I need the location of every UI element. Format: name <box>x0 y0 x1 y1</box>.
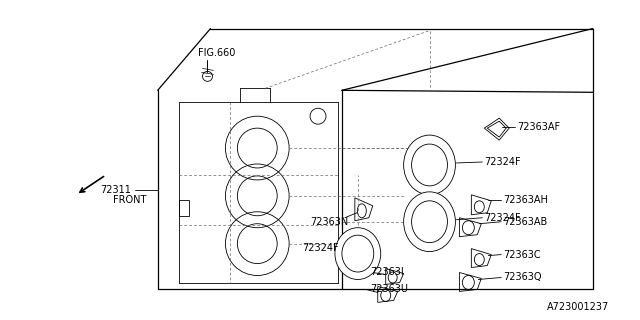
Text: 72324F: 72324F <box>484 213 521 223</box>
Ellipse shape <box>404 192 456 252</box>
Text: 72311: 72311 <box>100 185 131 195</box>
Text: 72324F: 72324F <box>302 243 339 252</box>
Text: 72363AB: 72363AB <box>503 217 547 227</box>
Ellipse shape <box>335 228 381 279</box>
Text: 72363C: 72363C <box>503 250 541 260</box>
Text: 72363AH: 72363AH <box>503 195 548 205</box>
Text: 72324F: 72324F <box>484 157 521 167</box>
Text: 72363I: 72363I <box>370 267 404 276</box>
Ellipse shape <box>404 135 456 195</box>
Text: FIG.660: FIG.660 <box>198 48 235 59</box>
Text: A723001237: A723001237 <box>547 302 609 312</box>
Text: 72363Q: 72363Q <box>503 273 541 283</box>
Bar <box>179 200 189 216</box>
Text: 72363AF: 72363AF <box>517 122 560 132</box>
Text: 72363N: 72363N <box>310 217 348 227</box>
Text: FRONT: FRONT <box>113 195 147 205</box>
Text: 72363U: 72363U <box>370 284 408 294</box>
